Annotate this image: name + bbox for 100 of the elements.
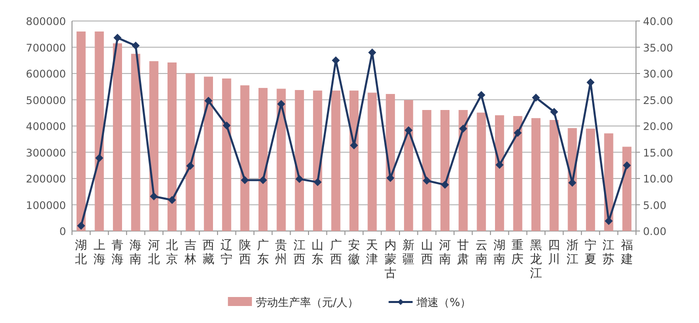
y2-tick-label: 25.00 <box>643 94 674 107</box>
x-tick-label: 安徽 <box>348 238 360 266</box>
bar <box>622 146 632 231</box>
y-tick-label: 500000 <box>26 94 66 107</box>
x-tick-label: 上海 <box>93 238 106 266</box>
bar <box>240 85 250 231</box>
bar <box>404 100 414 231</box>
point <box>314 178 322 186</box>
x-tick-label: 河南 <box>438 238 451 266</box>
y-tick-label: 100000 <box>26 200 66 212</box>
point <box>259 176 268 184</box>
y2-tick-label: 30.00 <box>643 68 674 80</box>
x-tick-label: 陕西 <box>238 238 251 266</box>
y2-tick-label: 20.00 <box>643 121 674 133</box>
x-tick-label: 贵州 <box>275 238 288 266</box>
x-tick-label: 广东 <box>257 238 270 266</box>
bar <box>149 61 158 231</box>
y-tick-label: 200000 <box>26 174 66 186</box>
point <box>586 78 595 86</box>
point <box>477 91 486 100</box>
x-tick-label: 青海 <box>111 238 124 266</box>
x-tick-label: 北京 <box>166 238 178 266</box>
x-tick-label: 甘肃 <box>457 238 470 266</box>
x-tick-label: 吉林 <box>183 238 196 266</box>
x-tick-label: 辽宁 <box>220 238 233 266</box>
point <box>150 192 158 200</box>
x-tick-label: 江西 <box>293 238 306 266</box>
point <box>168 196 176 204</box>
bar <box>422 110 432 231</box>
bar <box>349 90 359 231</box>
y2-tick-label: 15.00 <box>643 147 674 160</box>
bar <box>495 115 504 231</box>
point <box>532 94 540 102</box>
bar <box>276 88 286 231</box>
x-tick-label: 宁夏 <box>584 238 597 266</box>
x-tick-label: 新疆 <box>402 238 415 266</box>
x-tick-label: 江苏 <box>602 238 615 266</box>
x-tick-label: 湖北 <box>75 238 88 266</box>
y-tick-label: 700000 <box>26 42 66 54</box>
x-tick-label: 河北 <box>148 238 160 266</box>
x-tick-label: 湖南 <box>494 238 506 266</box>
point <box>113 34 122 42</box>
point <box>240 176 249 184</box>
y2-tick-label: 0.00 <box>643 226 666 238</box>
bar <box>458 110 468 231</box>
y-tick-label: 600000 <box>26 68 66 80</box>
x-tick-label: 广西 <box>330 238 342 266</box>
point <box>422 176 431 185</box>
y2-tick-label: 5.00 <box>643 200 666 212</box>
x-tick-label: 云南 <box>475 238 488 266</box>
point <box>404 126 413 134</box>
y-tick-label: 800000 <box>26 16 66 28</box>
point <box>132 42 140 50</box>
point <box>496 160 504 169</box>
bar <box>76 32 86 231</box>
bar <box>313 90 322 231</box>
point <box>459 124 468 133</box>
bar <box>476 112 486 231</box>
legend-label: 劳动生产率（元/人） <box>256 296 359 309</box>
x-tick-label: 浙江 <box>566 238 578 266</box>
bar <box>586 128 596 231</box>
bar <box>386 94 395 231</box>
y2-tick-label: 10.00 <box>643 174 674 186</box>
bar <box>531 118 540 231</box>
x-tick-label: 山西 <box>420 238 433 266</box>
x-tick-label: 山东 <box>312 238 324 266</box>
point <box>604 217 613 226</box>
bar <box>550 120 559 231</box>
x-tick-label: 重庆 <box>512 238 524 266</box>
point <box>622 161 631 170</box>
point <box>95 154 104 162</box>
point <box>368 48 376 56</box>
y2-tick-label: 35.00 <box>643 42 674 54</box>
bar <box>294 90 304 231</box>
point <box>440 180 449 189</box>
x-tick-label: 福建 <box>620 238 633 266</box>
x-tick-label: 四川 <box>548 238 560 266</box>
bar <box>258 88 268 231</box>
point <box>222 121 231 130</box>
point <box>550 108 558 116</box>
x-tick-label: 黑龙江 <box>530 238 542 280</box>
bar <box>331 90 340 231</box>
bar <box>368 92 377 231</box>
point <box>77 222 86 230</box>
y-tick-label: 400000 <box>26 121 66 133</box>
point <box>204 96 212 105</box>
bar <box>222 78 232 231</box>
bar <box>186 73 195 231</box>
bar <box>131 54 140 231</box>
x-tick-label: 内蒙古 <box>384 238 396 280</box>
y-tick-label: 300000 <box>26 147 66 160</box>
bar <box>94 32 104 231</box>
point <box>514 128 522 137</box>
bar <box>112 43 122 231</box>
y-tick-label: 0 <box>59 226 66 238</box>
bar <box>440 110 450 231</box>
bar <box>513 116 522 231</box>
point <box>295 175 304 184</box>
bar <box>204 76 213 231</box>
x-tick-label: 西藏 <box>202 238 214 266</box>
